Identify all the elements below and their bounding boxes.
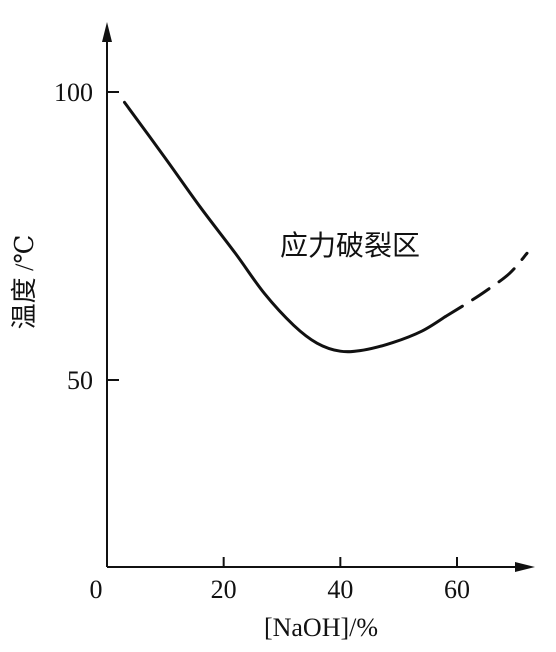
y-tick-label: 100 [54, 78, 93, 107]
x-tick-label: 0 [90, 575, 103, 604]
y-axis-arrow [102, 22, 112, 42]
x-axis-arrow [515, 562, 535, 572]
y-axis-label: 温度 /℃ [10, 235, 39, 330]
dashed-curve-series [443, 251, 529, 319]
stress-cracking-region-label: 应力破裂区 [280, 229, 420, 262]
y-tick-label: 50 [67, 366, 93, 395]
axes: 0 20 40 60 100 50 [54, 22, 535, 604]
x-tick-label: 20 [211, 575, 237, 604]
series-layer [123, 100, 529, 354]
solid-curve-series [123, 100, 447, 354]
x-tick-label: 60 [444, 575, 470, 604]
x-axis-label: [NaOH]/% [264, 613, 378, 642]
x-tick-label: 40 [327, 575, 353, 604]
